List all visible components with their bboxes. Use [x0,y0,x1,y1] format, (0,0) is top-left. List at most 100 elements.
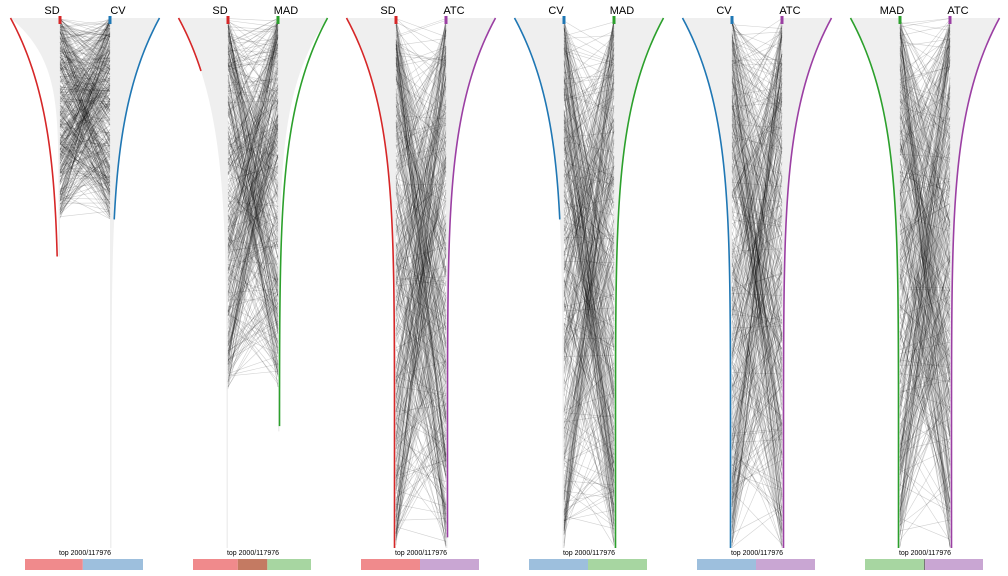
link-line [899,211,951,398]
link-line [563,202,615,216]
link-line [395,125,447,194]
link-line [59,118,111,191]
link-line [227,148,279,282]
link-line [563,97,615,140]
link-line [59,37,111,93]
link-line [227,47,279,244]
link-line [395,313,447,476]
link-line [59,28,111,112]
link-line [395,281,447,530]
link-line [395,86,447,437]
link-line [227,131,279,174]
link-line [59,33,111,72]
link-line [59,20,111,118]
link-line [59,104,111,143]
link-line [563,38,615,134]
link-line [227,74,279,376]
link-line [899,38,951,72]
link-line [59,20,111,27]
link-line [731,67,783,428]
link-line [731,206,783,537]
link-line [899,206,951,347]
link-line [899,273,951,547]
link-line [731,95,783,194]
link-line [395,106,447,177]
link-line [563,88,615,517]
link-line [731,319,783,341]
link-line [395,22,447,140]
link-line [899,85,951,518]
link-line [227,305,279,332]
right-axis-label: MAD [610,5,635,17]
link-line [59,61,111,64]
link-line [227,96,279,184]
link-line [395,178,447,313]
link-line [59,100,111,105]
link-line [731,366,783,443]
link-line [899,278,951,501]
link-line [227,92,279,213]
link-line [899,84,951,126]
link-line [395,122,447,508]
link-line [563,26,615,431]
link-line [227,165,279,269]
link-line [563,174,615,289]
link-line [395,46,447,280]
link-line [563,75,615,477]
link-line [563,86,615,252]
link-line [227,277,279,295]
link-line [227,318,279,351]
link-line [563,241,615,333]
link-line [563,168,615,455]
link-line [563,264,615,348]
link-line [731,162,783,341]
link-line [227,18,279,44]
link-line [563,233,615,413]
link-line [227,146,279,263]
link-line [59,76,111,138]
link-line [227,90,279,94]
link-line [563,474,615,524]
link-line [731,25,783,318]
link-line [227,93,279,153]
link-line [59,31,111,83]
link-line [227,264,279,280]
link-line [59,150,111,179]
link-line [563,490,615,499]
link-line [563,130,615,448]
link-line [59,28,111,55]
link-line [563,189,615,347]
link-line [395,280,447,383]
link-line [227,163,279,181]
link-line [731,78,783,292]
link-line [731,18,783,52]
link-line [59,192,111,220]
link-line [731,19,783,149]
link-line [899,28,951,153]
link-line [563,126,615,204]
link-line [563,177,615,331]
link-line [395,104,447,273]
link-line [563,301,615,530]
link-line [59,35,111,143]
link-line [731,100,783,388]
link-line [227,33,279,313]
link-line [395,121,447,437]
link-line [395,337,447,457]
link-line [227,43,279,248]
link-line [899,384,951,522]
link-line [731,248,783,252]
bar-segment-mad [588,559,647,570]
link-line [899,154,951,158]
link-line [227,47,279,130]
link-line [395,379,447,538]
link-line [59,18,111,32]
link-line [899,165,951,251]
link-line [899,65,951,426]
link-line [731,151,783,275]
link-line [731,66,783,434]
link-line [731,77,783,111]
link-line [227,65,279,149]
link-line [227,98,279,205]
link-line [899,271,951,503]
